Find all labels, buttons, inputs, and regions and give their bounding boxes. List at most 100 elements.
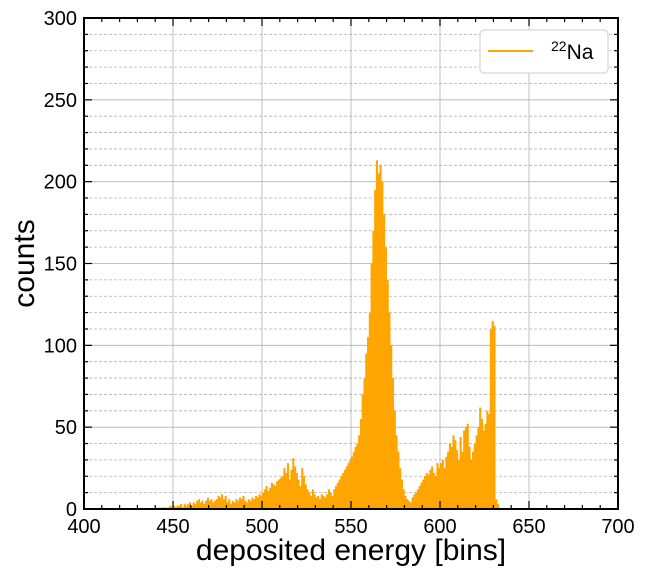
x-tick-label: 700 — [601, 516, 634, 538]
histogram-bar — [351, 456, 354, 509]
histogram-bar — [283, 468, 286, 509]
histogram-bar — [441, 459, 444, 509]
histogram-bar — [384, 247, 387, 509]
histogram-bar — [338, 479, 341, 509]
histogram-bar — [173, 505, 176, 509]
histogram-bar — [196, 500, 199, 509]
histogram-bar — [260, 495, 263, 509]
histogram-bar — [215, 499, 218, 509]
histogram-bar — [270, 482, 274, 509]
histogram-bar — [427, 474, 430, 509]
legend: 22Na — [479, 29, 609, 74]
histogram-bar — [272, 484, 275, 509]
histogram-bar — [199, 502, 202, 509]
histogram-bar — [301, 468, 304, 509]
x-tick-label: 550 — [334, 516, 367, 538]
histogram-bar — [286, 463, 290, 509]
histogram-bar — [278, 479, 281, 509]
histogram-bar — [395, 435, 398, 509]
histogram-bar — [386, 279, 389, 509]
histogram-bar — [253, 499, 256, 509]
x-tick-label: 500 — [245, 516, 278, 538]
histogram-bars — [155, 160, 500, 510]
histogram-bar — [372, 230, 375, 509]
histogram-bar — [292, 458, 295, 509]
plot-frame — [83, 17, 619, 510]
histogram-bar — [263, 489, 266, 509]
histogram-bar — [496, 504, 500, 509]
tick-labels: 400 450 500 550 600 650 700 0 50 100 150 200 250 300 — [44, 8, 635, 538]
histogram-bar — [304, 484, 307, 509]
y-tick-label: 100 — [44, 335, 77, 357]
histogram-bar — [238, 497, 241, 509]
histogram-bar — [237, 500, 240, 509]
histogram-bar — [407, 500, 411, 509]
histogram-bar — [482, 430, 485, 509]
histogram-bar — [463, 430, 466, 509]
histogram-bar — [245, 502, 249, 509]
legend-label-superscript: 22 — [551, 38, 567, 54]
histogram-bar — [448, 443, 452, 509]
histogram-bar — [397, 451, 400, 509]
histogram-bar — [450, 446, 453, 509]
histogram-bar — [256, 497, 259, 509]
histogram-bar — [391, 378, 395, 509]
histogram-bar — [370, 263, 373, 509]
y-tick-label: 250 — [44, 90, 77, 112]
histogram-bar — [299, 486, 302, 509]
histogram-bar — [457, 459, 460, 509]
histogram-bar — [345, 466, 348, 509]
histogram-bar — [491, 320, 494, 509]
histogram-bar — [169, 505, 172, 509]
histogram-bar — [429, 469, 432, 509]
histogram-bar — [208, 500, 211, 509]
histogram-bar — [320, 494, 323, 509]
histogram-bar — [443, 468, 446, 509]
histogram-bar — [228, 499, 231, 509]
histogram-bar — [402, 489, 405, 509]
histogram-bar — [473, 443, 476, 509]
histogram-bar — [219, 497, 222, 509]
histogram-bar — [422, 479, 425, 509]
histogram-bar — [197, 499, 201, 509]
histogram-bar — [477, 427, 480, 509]
x-axis-label: deposited energy [bins] — [196, 534, 506, 567]
histogram-bar — [276, 481, 279, 509]
histogram-bar — [322, 495, 325, 509]
histogram-bar — [409, 502, 412, 509]
histogram-bar — [201, 500, 204, 509]
histogram-bar — [302, 476, 306, 509]
histogram-bar — [258, 494, 261, 509]
histogram-bar — [374, 189, 377, 509]
histogram-bar — [308, 492, 311, 509]
histogram-bar — [206, 497, 209, 509]
histogram-bar — [176, 505, 179, 509]
histogram-bar — [235, 499, 238, 509]
histogram-bar — [420, 482, 423, 509]
histogram-bar — [400, 479, 403, 509]
histogram-bar — [489, 328, 492, 509]
histogram-bar — [231, 500, 234, 509]
histogram-bar — [390, 345, 393, 509]
histogram-bar — [461, 451, 464, 509]
histogram-bar — [406, 499, 409, 509]
histogram-bar — [359, 418, 363, 509]
histogram-bar — [210, 499, 213, 509]
histogram-bar — [217, 495, 220, 509]
x-tick-label: 600 — [423, 516, 456, 538]
grid — [84, 18, 618, 509]
histogram-bar — [222, 499, 225, 509]
histogram-bar — [269, 487, 272, 509]
histogram-bar — [472, 451, 475, 509]
histogram-bar — [336, 482, 339, 509]
histogram-bar — [399, 468, 402, 509]
histogram-bar — [187, 504, 190, 509]
histogram-bar — [247, 499, 250, 509]
legend-label-base: Na — [567, 41, 594, 64]
histogram-bar — [438, 468, 441, 509]
histogram-bar — [242, 495, 245, 509]
histogram-bar — [180, 504, 183, 509]
histogram-bar — [281, 476, 284, 509]
y-tick-label: 50 — [55, 417, 77, 439]
